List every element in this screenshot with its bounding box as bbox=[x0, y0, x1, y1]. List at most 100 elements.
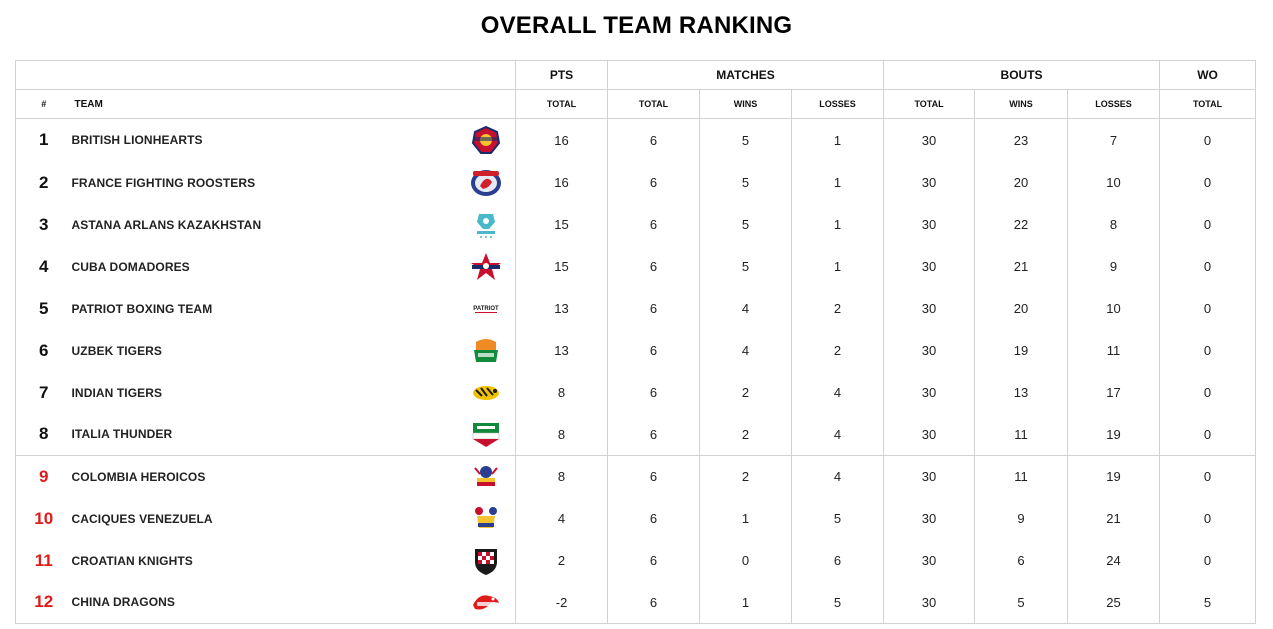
rank-cell: 12 bbox=[15, 581, 72, 624]
pts-total-cell: 15 bbox=[515, 245, 609, 288]
rank-cell: 5 bbox=[15, 287, 72, 330]
team-logo-cell bbox=[457, 203, 517, 246]
rank-cell: 7 bbox=[15, 371, 72, 414]
bouts-losses-cell: 9 bbox=[1067, 245, 1161, 288]
bouts-wins-cell: 20 bbox=[974, 287, 1069, 330]
matches-losses-cell: 6 bbox=[791, 539, 885, 582]
indian-tigers-logo bbox=[469, 378, 503, 408]
matches-total-cell: 6 bbox=[607, 203, 701, 246]
team-name-cell: BRITISH LIONHEARTS bbox=[71, 133, 203, 148]
matches-wins-cell: 5 bbox=[699, 245, 793, 288]
bouts-wins-cell: 11 bbox=[974, 455, 1069, 498]
bouts-total-cell: 30 bbox=[883, 581, 976, 624]
rank-cell: 8 bbox=[15, 413, 72, 456]
matches-total-cell: 6 bbox=[607, 413, 701, 456]
matches-total-cell: 6 bbox=[607, 161, 701, 204]
pts-total-cell: 2 bbox=[515, 539, 609, 582]
svg-text:PATRIOT: PATRIOT bbox=[474, 306, 500, 312]
matches-losses-cell: 1 bbox=[791, 203, 885, 246]
bouts-losses-cell: 25 bbox=[1067, 581, 1161, 624]
bouts-wins-cell: 11 bbox=[974, 413, 1069, 456]
heroicos-logo bbox=[469, 462, 503, 492]
bouts-total-cell: 30 bbox=[883, 497, 976, 540]
pts-total-cell: -2 bbox=[515, 581, 609, 624]
bouts-total-cell: 30 bbox=[883, 455, 976, 498]
wo-total-cell: 0 bbox=[1159, 539, 1257, 582]
pts-total-cell: 13 bbox=[515, 329, 609, 372]
bouts-wins-cell: 20 bbox=[974, 161, 1069, 204]
matches-losses-cell: 2 bbox=[791, 287, 885, 330]
ranking-table: PTS MATCHES BOUTS WO # TEAM TOTAL TOTAL … bbox=[14, 60, 1257, 624]
wo-total-cell: 0 bbox=[1159, 413, 1257, 456]
team-logo-cell bbox=[457, 329, 517, 372]
matches-losses-cell: 4 bbox=[791, 371, 885, 414]
matches-wins-cell: 1 bbox=[699, 497, 793, 540]
team-name-cell: UZBEK TIGERS bbox=[71, 343, 163, 358]
matches-losses-cell: 5 bbox=[791, 581, 885, 624]
matches-wins-cell: 2 bbox=[699, 455, 793, 498]
table-row: 1 BRITISH LIONHEARTS 16 6 5 1 30 23 7 0 bbox=[15, 118, 1257, 162]
team-name-cell: CACIQUES VENEZUELA bbox=[71, 511, 213, 526]
matches-wins-cell: 5 bbox=[699, 118, 793, 162]
header-bouts-wins: WINS bbox=[974, 89, 1069, 119]
matches-losses-cell: 5 bbox=[791, 497, 885, 540]
team-logo-cell bbox=[457, 118, 517, 162]
matches-losses-cell: 2 bbox=[791, 329, 885, 372]
thunder-logo bbox=[469, 419, 503, 449]
team-logo-cell: PATRIOT bbox=[457, 287, 517, 330]
team-name-cell: FRANCE FIGHTING ROOSTERS bbox=[71, 175, 256, 190]
wo-total-cell: 0 bbox=[1159, 161, 1257, 204]
header-matches-losses: LOSSES bbox=[791, 89, 885, 119]
header-matches-wins: WINS bbox=[699, 89, 793, 119]
team-name-cell: ITALIA THUNDER bbox=[71, 427, 173, 442]
matches-total-cell: 6 bbox=[607, 245, 701, 288]
header-bouts-losses: LOSSES bbox=[1067, 89, 1161, 119]
bouts-wins-cell: 9 bbox=[974, 497, 1069, 540]
bouts-losses-cell: 19 bbox=[1067, 413, 1161, 456]
matches-total-cell: 6 bbox=[607, 329, 701, 372]
table-row: 5 PATRIOT BOXING TEAM PATRIOT 13 6 4 2 30 20 10 0 bbox=[15, 287, 1257, 330]
rank-cell: 10 bbox=[15, 497, 72, 540]
table-row: 8 ITALIA THUNDER 8 6 2 4 30 11 19 0 bbox=[15, 413, 1257, 456]
matches-losses-cell: 1 bbox=[791, 161, 885, 204]
uzbek-tigers-logo bbox=[469, 336, 503, 366]
header-group-row: PTS MATCHES BOUTS WO bbox=[14, 60, 1257, 90]
wo-total-cell: 0 bbox=[1159, 329, 1257, 372]
team-logo-cell bbox=[457, 161, 517, 204]
rank-cell: 1 bbox=[15, 118, 72, 162]
bouts-wins-cell: 21 bbox=[974, 245, 1069, 288]
matches-total-cell: 6 bbox=[607, 287, 701, 330]
bouts-losses-cell: 7 bbox=[1067, 118, 1161, 162]
rank-cell: 2 bbox=[15, 161, 72, 204]
wo-total-cell: 0 bbox=[1159, 287, 1257, 330]
table-row: 12 CHINA DRAGONS -2 6 1 5 30 5 25 5 bbox=[15, 581, 1257, 624]
table-row: 7 INDIAN TIGERS 8 6 2 4 30 13 17 0 bbox=[15, 371, 1257, 414]
matches-wins-cell: 1 bbox=[699, 581, 793, 624]
header-bouts-total: TOTAL bbox=[883, 89, 976, 119]
team-logo-cell bbox=[457, 371, 517, 414]
team-name-cell: CROATIAN KNIGHTS bbox=[71, 553, 193, 568]
bouts-losses-cell: 21 bbox=[1067, 497, 1161, 540]
matches-losses-cell: 1 bbox=[791, 118, 885, 162]
rank-cell: 11 bbox=[15, 539, 72, 582]
bouts-total-cell: 30 bbox=[883, 203, 976, 246]
page-title: OVERALL TEAM RANKING bbox=[480, 12, 793, 39]
matches-total-cell: 6 bbox=[607, 455, 701, 498]
caciques-logo bbox=[469, 504, 503, 534]
bouts-wins-cell: 19 bbox=[974, 329, 1069, 372]
domadores-logo bbox=[469, 252, 503, 282]
wo-total-cell: 0 bbox=[1159, 371, 1257, 414]
matches-total-cell: 6 bbox=[607, 539, 701, 582]
header-blank bbox=[14, 60, 517, 90]
table-row: 2 FRANCE FIGHTING ROOSTERS 16 6 5 1 30 20 10 0 bbox=[15, 161, 1257, 204]
pts-total-cell: 8 bbox=[515, 371, 609, 414]
rank-cell: 9 bbox=[15, 455, 72, 498]
bouts-total-cell: 30 bbox=[883, 413, 976, 456]
bouts-total-cell: 30 bbox=[883, 245, 976, 288]
team-name-cell: COLOMBIA HEROICOS bbox=[71, 455, 458, 498]
bouts-wins-cell: 23 bbox=[974, 118, 1069, 162]
bouts-total-cell: 30 bbox=[883, 539, 976, 582]
bouts-losses-cell: 10 bbox=[1067, 161, 1161, 204]
bouts-total-cell: 30 bbox=[883, 371, 976, 414]
matches-losses-cell: 4 bbox=[791, 413, 885, 456]
